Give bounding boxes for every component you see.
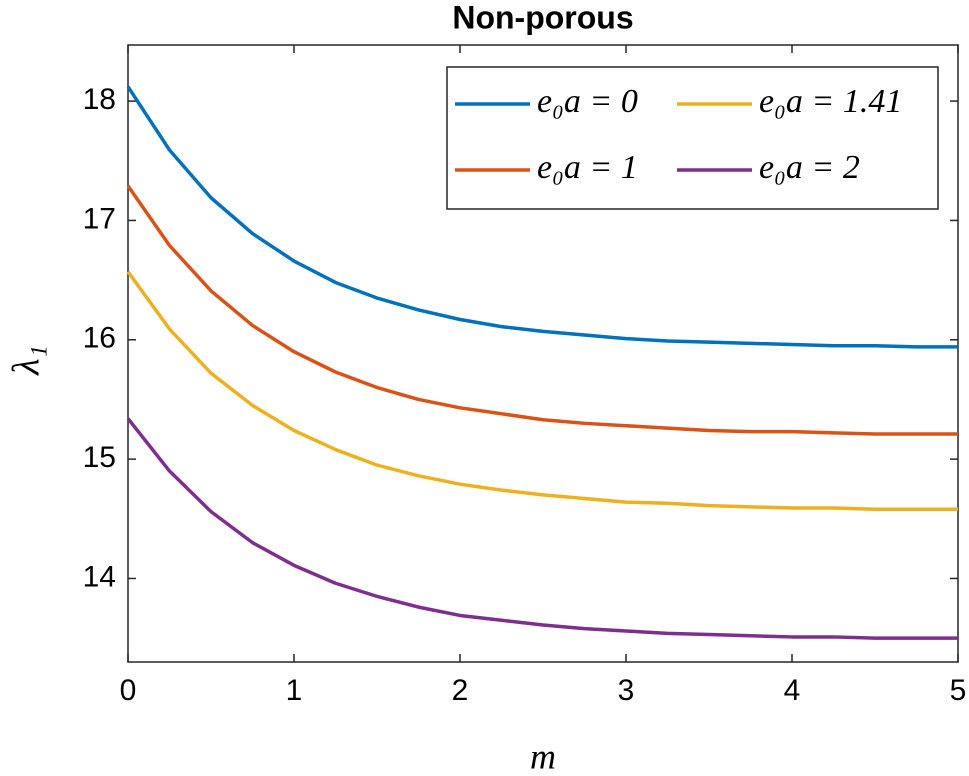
y-tick-label: 18: [83, 83, 116, 116]
y-tick-label: 16: [83, 322, 116, 355]
y-tick-label: 17: [83, 202, 116, 235]
legend-label: e₀a = 1.41: [759, 83, 902, 120]
legend-label: e₀a = 2: [759, 149, 860, 186]
x-tick-label: 1: [286, 674, 303, 707]
series-line: [126, 85, 958, 349]
y-tick-label: 15: [83, 441, 116, 474]
series-line: [126, 270, 958, 511]
x-tick-label: 5: [950, 674, 967, 707]
y-tick-label: 14: [83, 560, 116, 593]
legend-label: e₀a = 0: [537, 83, 638, 120]
chart-title: Non-porous: [452, 0, 633, 35]
x-tick-label: 0: [120, 674, 137, 707]
series-line: [126, 184, 958, 436]
y-axis-label: λ₁: [6, 345, 48, 376]
plot-area: [127, 44, 959, 663]
x-tick-label: 3: [618, 674, 635, 707]
legend-box: [446, 66, 939, 210]
x-tick-label: 4: [784, 674, 801, 707]
x-axis-label: m: [530, 736, 556, 776]
x-tick-label: 2: [452, 674, 469, 707]
legend-label: e₀a = 1: [537, 149, 638, 186]
series-line: [126, 417, 958, 640]
